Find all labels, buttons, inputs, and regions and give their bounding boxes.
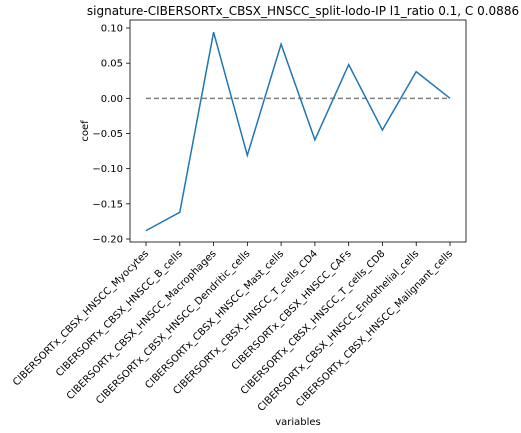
- x-tick-label: CIBERSORTx_CBSX_HNSCC_Dendritic_cells: [94, 248, 252, 406]
- series-line-0: [145, 32, 451, 232]
- x-tick-label: CIBERSORTx_CBSX_HNSCC_Malignant_cells: [294, 248, 455, 409]
- y-tick-label: −0.10: [92, 164, 123, 175]
- x-tick-label: CIBERSORTx_CBSX_HNSCC_Endothelial_cells: [256, 248, 422, 414]
- y-tick-label: −0.05: [92, 129, 123, 140]
- y-axis: 0.10 0.05 0.00 −0.05 −0.10 −0.15 −0.20: [92, 24, 130, 246]
- y-tick-label: 0.05: [101, 59, 123, 70]
- y-tick-label: −0.15: [92, 199, 123, 210]
- chart-title: signature-CIBERSORTx_CBSX_HNSCC_split-lo…: [87, 4, 519, 18]
- y-tick-label: 0.10: [101, 24, 123, 35]
- y-tick-label: 0.00: [101, 94, 123, 105]
- x-axis-title: variables: [275, 417, 321, 428]
- y-axis-title: coef: [80, 120, 91, 142]
- plot-area: [129, 19, 467, 243]
- plot-frame: [129, 19, 467, 243]
- x-axis: CIBERSORTx_CBSX_HNSCC_MyocytesCIBERSORTx…: [11, 242, 455, 414]
- x-tick-label: CIBERSORTx_CBSX_HNSCC_B_cells: [54, 248, 185, 379]
- x-tick-label: CIBERSORTx_CBSX_HNSCC_CAFs: [230, 248, 354, 372]
- y-tick-label: −0.20: [92, 235, 123, 246]
